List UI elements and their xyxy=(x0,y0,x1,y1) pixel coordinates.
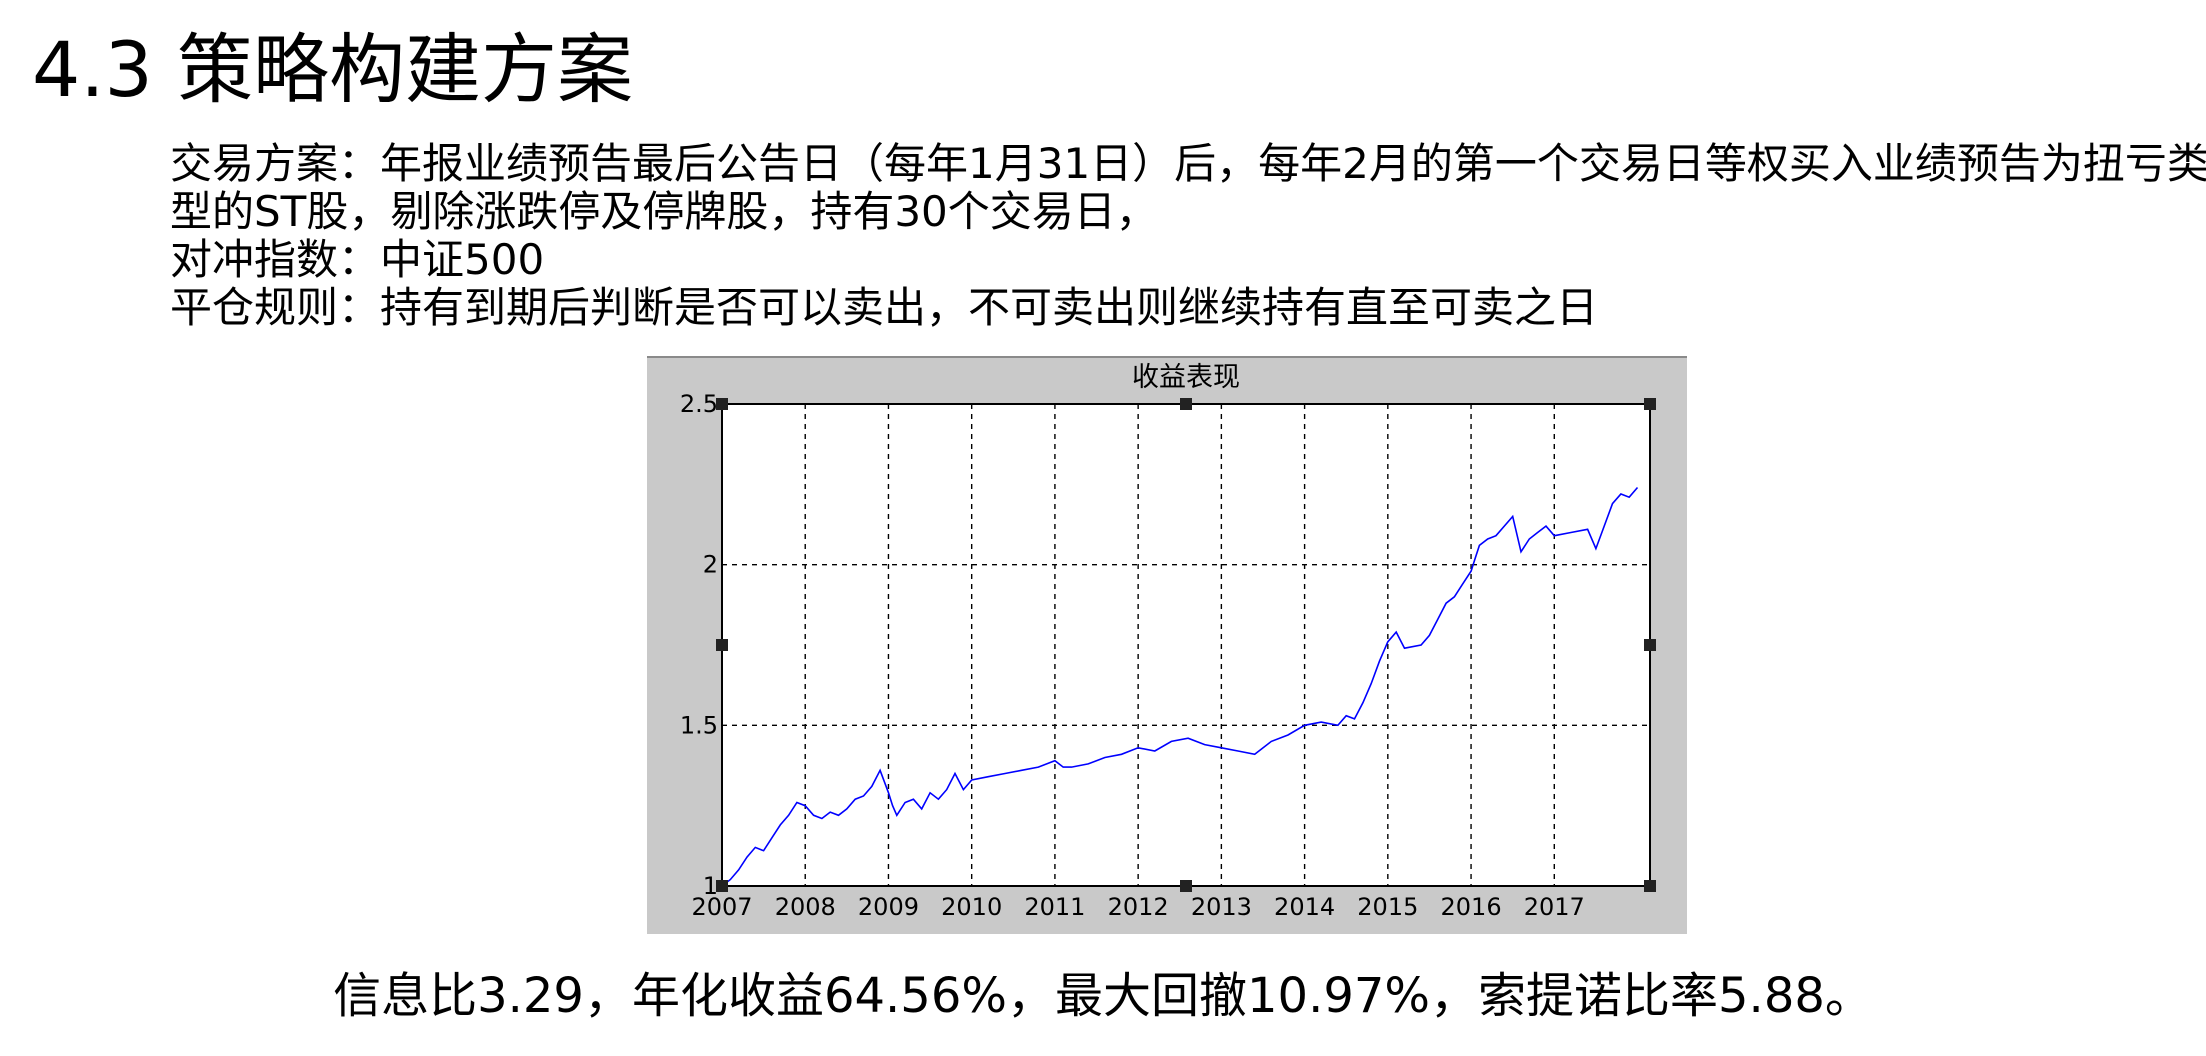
chart-title: 收益表现 xyxy=(1132,362,1240,393)
x-tick-label: 2008 xyxy=(775,893,836,921)
x-tick-label: 2007 xyxy=(691,893,752,921)
selection-handle xyxy=(1180,398,1192,410)
x-tick-label: 2012 xyxy=(1108,893,1169,921)
strategy-description: 交易方案：年报业绩预告最后公告日（每年1月31日）后，每年2月的第一个交易日等权… xyxy=(170,140,2206,332)
description-line: 平仓规则：持有到期后判断是否可以卖出，不可卖出则继续持有直至可卖之日 xyxy=(170,283,1599,332)
description-line: 对冲指数：中证500 xyxy=(170,235,545,284)
y-tick-label: 2 xyxy=(703,551,718,579)
chart-figure: 2007 2008 2009 2010 2011 2012 2013 2014 2015 2016… xyxy=(647,356,1687,934)
y-tick-label: 1.5 xyxy=(680,711,718,739)
selection-handle xyxy=(1644,880,1656,892)
performance-summary: 信息比3.29，年化收益64.56%，最大回撤10.97%，索提诺比率5.88。 xyxy=(333,968,1873,1024)
return-chart: 2007 2008 2009 2010 2011 2012 2013 2014 2015 2016… xyxy=(647,356,1687,921)
selection-handle xyxy=(1644,398,1656,410)
x-tick-label: 2010 xyxy=(941,893,1002,921)
selection-handle xyxy=(1644,639,1656,651)
y-tick-label: 2.5 xyxy=(680,390,718,418)
x-tick-label: 2009 xyxy=(858,893,919,921)
plot-area xyxy=(722,404,1650,886)
selection-handle xyxy=(1180,880,1192,892)
x-tick-label: 2015 xyxy=(1357,893,1418,921)
slide-title: 4.3 策略构建方案 xyxy=(32,25,634,114)
description-line: 交易方案：年报业绩预告最后公告日（每年1月31日）后，每年2月的第一个交易日等权… xyxy=(170,139,2206,188)
x-tick-label: 2016 xyxy=(1441,893,1502,921)
series-line xyxy=(721,486,1639,887)
selection-handle xyxy=(716,880,728,892)
x-tick-label: 2013 xyxy=(1191,893,1252,921)
y-tick-label: 1 xyxy=(703,872,718,900)
description-line: 型的ST股，剔除涨跌停及停牌股，持有30个交易日， xyxy=(170,187,1158,236)
x-tick-label: 2011 xyxy=(1024,893,1085,921)
x-tick-label: 2017 xyxy=(1524,893,1585,921)
x-tick-label: 2014 xyxy=(1274,893,1335,921)
selection-handle xyxy=(716,398,728,410)
selection-handle xyxy=(716,639,728,651)
